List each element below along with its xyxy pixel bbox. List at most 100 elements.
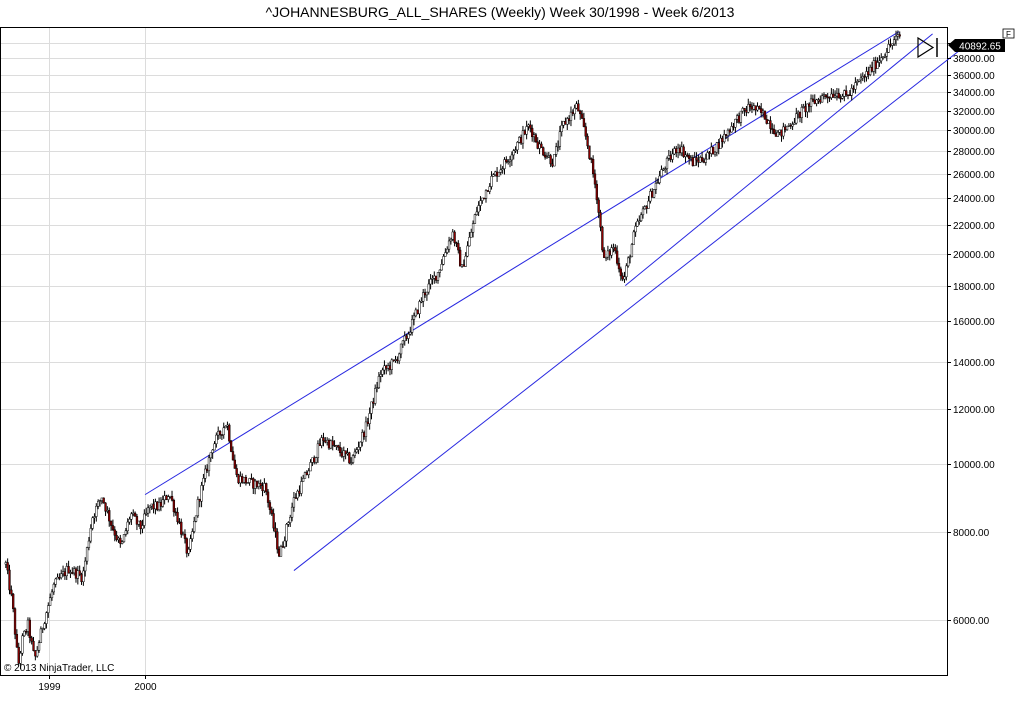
candle [712, 146, 715, 155]
candle [647, 195, 650, 209]
candle [693, 152, 696, 167]
candle [207, 454, 211, 477]
candle [60, 569, 63, 580]
candle [479, 196, 482, 211]
play-to-end-icon[interactable] [917, 36, 938, 59]
trend-line[interactable] [144, 31, 900, 496]
candle [237, 473, 240, 485]
candle [743, 107, 746, 117]
candle [244, 474, 248, 486]
candle [604, 256, 608, 262]
candle [723, 129, 726, 144]
candle [785, 125, 789, 131]
candle [514, 146, 517, 153]
candle [351, 454, 355, 465]
candle [885, 48, 888, 62]
y-tick-label: 34000.00 [953, 88, 995, 99]
candle [213, 441, 216, 451]
candle [19, 650, 22, 670]
candle [185, 537, 188, 558]
candle [416, 309, 419, 315]
candle [235, 464, 238, 478]
candle [505, 156, 508, 164]
candle [379, 370, 382, 383]
candle [593, 169, 597, 189]
candle [850, 84, 853, 101]
candle [859, 73, 863, 84]
candle [758, 105, 761, 110]
candle [730, 122, 733, 133]
candle [96, 499, 100, 510]
candle [529, 120, 532, 133]
candle [270, 506, 273, 516]
candle [202, 473, 205, 491]
candle [704, 153, 707, 166]
trend-line[interactable] [293, 48, 962, 571]
candle [470, 228, 473, 238]
candle [545, 152, 549, 159]
candle [222, 422, 225, 439]
candle [228, 423, 231, 443]
candle [329, 439, 333, 450]
candle [630, 243, 634, 258]
panel-f-marker-label: F [1006, 30, 1011, 39]
candle [233, 454, 236, 469]
candle [706, 150, 709, 160]
candle [399, 343, 403, 359]
candle [580, 110, 584, 119]
candle [444, 248, 447, 257]
candle [857, 79, 861, 83]
candle [401, 340, 405, 348]
candle [189, 534, 192, 553]
candle [841, 93, 844, 100]
candle [95, 503, 98, 522]
candle [641, 206, 645, 219]
candle [601, 225, 604, 253]
candle [521, 125, 525, 149]
candle [543, 151, 547, 160]
trend-line[interactable] [624, 33, 933, 286]
candle [224, 425, 227, 429]
candle [364, 416, 368, 442]
last-price-label: 40892.65 [959, 42, 1001, 53]
candle [503, 157, 506, 175]
candle [466, 241, 469, 258]
candle [78, 565, 81, 577]
candle [187, 546, 190, 557]
candle [268, 500, 272, 515]
candle [344, 450, 347, 460]
candle [700, 151, 704, 163]
candle [287, 521, 290, 527]
candle [196, 496, 200, 518]
candle [374, 384, 377, 406]
candle [272, 508, 275, 532]
candle [141, 519, 144, 534]
candle [303, 471, 307, 479]
candle [481, 197, 484, 204]
candle [507, 159, 510, 165]
x-tick-label: 1999 [38, 682, 61, 693]
candle [512, 148, 515, 160]
candle [449, 237, 453, 245]
candle [534, 132, 538, 143]
candle [615, 245, 619, 266]
candle [525, 120, 528, 140]
candle [276, 528, 279, 554]
candle [248, 477, 251, 486]
candle [91, 516, 94, 531]
candle [274, 522, 277, 538]
candle [894, 30, 898, 46]
candle [146, 504, 150, 518]
candle [353, 448, 357, 459]
candle [119, 534, 122, 548]
candle [135, 513, 139, 531]
candle [660, 165, 663, 177]
candle [54, 577, 57, 588]
candle [887, 39, 890, 54]
candle [809, 94, 813, 113]
candle [652, 189, 656, 199]
candle [713, 151, 717, 157]
y-tick-label: 12000.00 [953, 405, 995, 416]
candle [191, 528, 194, 542]
panel-f-marker[interactable] [1002, 28, 1015, 39]
